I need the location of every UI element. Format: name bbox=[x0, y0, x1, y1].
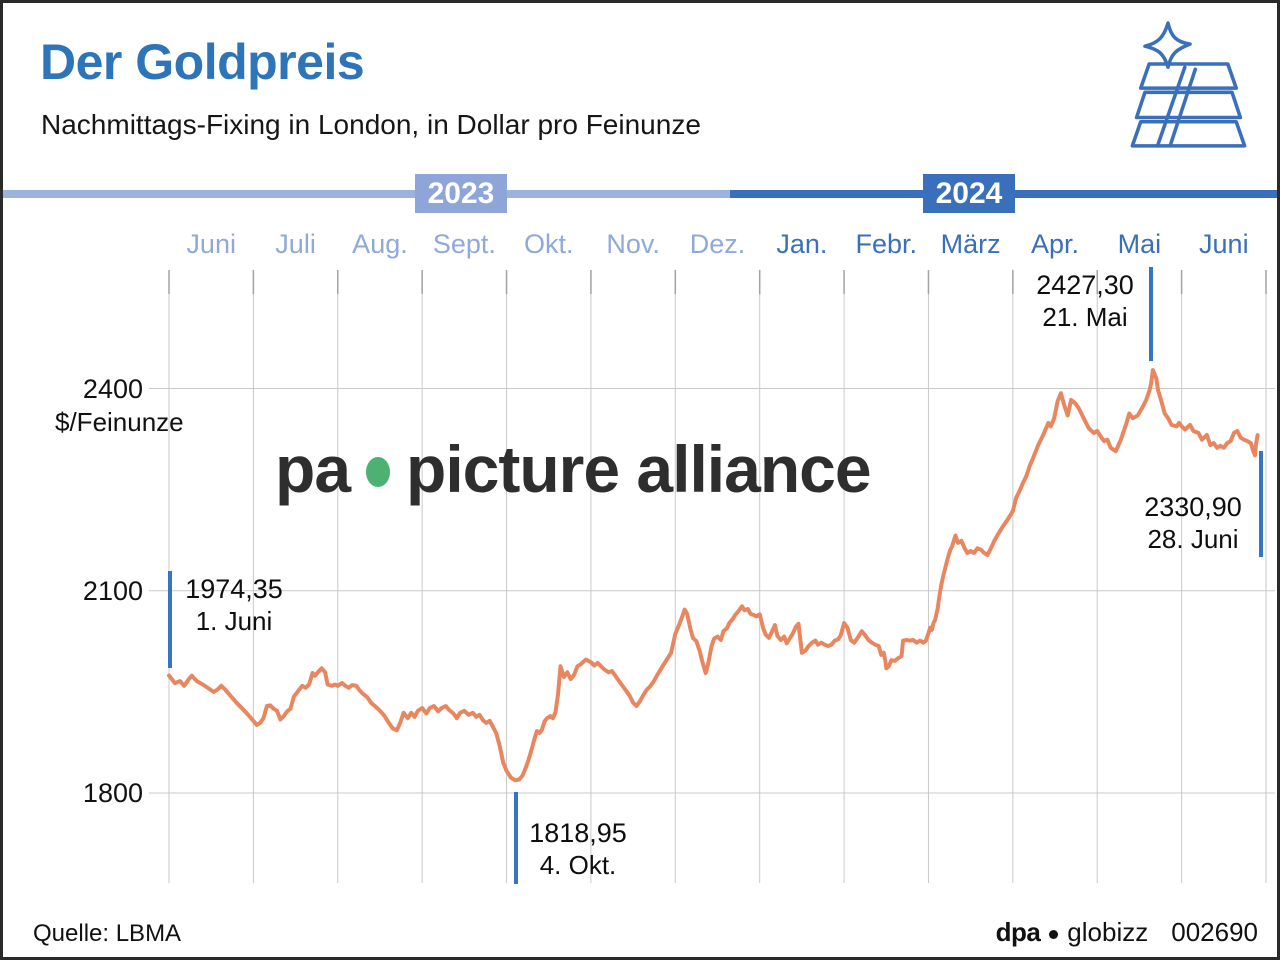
month-label-2024-juni: Juni bbox=[1199, 229, 1249, 259]
annotation-end-price: 2330,90 bbox=[1144, 492, 1242, 522]
marker-line-21-mai bbox=[1149, 267, 1153, 361]
month-label-2024-mai: Mai bbox=[1117, 229, 1162, 259]
credit-code: 002690 bbox=[1171, 917, 1258, 947]
watermark-pa: pa bbox=[275, 432, 351, 506]
gold-bars-icon bbox=[1125, 21, 1253, 154]
credit-brand: globizz bbox=[1067, 917, 1149, 947]
month-label-2023-juni: Juni bbox=[186, 229, 236, 259]
annotation-low-date: 4. Okt. bbox=[539, 849, 617, 880]
picture-alliance-watermark: pa picture alliance bbox=[275, 431, 872, 507]
marker-line-1-juni bbox=[168, 571, 172, 668]
credit-dpa: dpa bbox=[995, 917, 1041, 947]
y-tick-1800: 1800 bbox=[82, 778, 143, 808]
month-label-2023-dez: Dez. bbox=[689, 229, 746, 259]
source-label: Quelle: LBMA bbox=[33, 920, 182, 947]
watermark-text: picture alliance bbox=[406, 432, 872, 506]
year-badge-2024: 2024 bbox=[923, 174, 1015, 213]
annotation-start-value: 1974,35 1. Juni bbox=[175, 573, 293, 638]
annotation-low-value: 1818,95 4. Okt. bbox=[521, 817, 635, 882]
month-label-2023-nov: Nov. bbox=[606, 229, 660, 259]
annotation-high-price: 2427,30 bbox=[1036, 270, 1134, 300]
gold-price-line bbox=[167, 368, 1260, 783]
timeline-2023-bar bbox=[3, 190, 730, 198]
page-title: Der Goldpreis bbox=[40, 34, 365, 90]
annotation-end-date: 28. Juni bbox=[1147, 523, 1239, 554]
credit-dot-icon bbox=[1049, 930, 1059, 939]
annotation-low-price: 1818,95 bbox=[529, 818, 627, 848]
agency-credit: dpa globizz 002690 bbox=[996, 917, 1258, 948]
annotation-end-value: 2330,90 28. Juni bbox=[1131, 491, 1255, 556]
y-tick-2100: 2100 bbox=[82, 576, 143, 606]
page-subtitle: Nachmittags-Fixing in London, in Dollar … bbox=[41, 109, 701, 140]
year-badge-2023: 2023 bbox=[415, 174, 507, 213]
annotation-start-price: 1974,35 bbox=[185, 574, 283, 604]
chart-gridlines bbox=[149, 270, 1275, 883]
month-label-2023-aug: Aug. bbox=[352, 229, 408, 259]
month-label-2024-märz: März bbox=[940, 229, 1001, 259]
month-label-2024-jan: Jan. bbox=[776, 229, 828, 259]
annotation-high-date: 21. Mai bbox=[1042, 301, 1128, 332]
month-label-2023-okt: Okt. bbox=[523, 229, 574, 259]
month-label-2024-apr: Apr. bbox=[1031, 229, 1080, 259]
month-label-2023-juli: Juli bbox=[275, 229, 316, 259]
marker-line-4-okt bbox=[514, 792, 518, 884]
watermark-dot-icon bbox=[366, 457, 391, 487]
marker-line-28-juni bbox=[1259, 451, 1263, 557]
y-tick-2400: 2400 bbox=[82, 374, 143, 404]
month-label-2023-sept: Sept. bbox=[432, 229, 496, 259]
annotation-high-value: 2427,30 21. Mai bbox=[1023, 269, 1147, 334]
gold-price-line-chart bbox=[149, 270, 1275, 883]
month-label-2024-febr: Febr. bbox=[855, 229, 918, 259]
annotation-start-date: 1. Juni bbox=[195, 605, 273, 636]
